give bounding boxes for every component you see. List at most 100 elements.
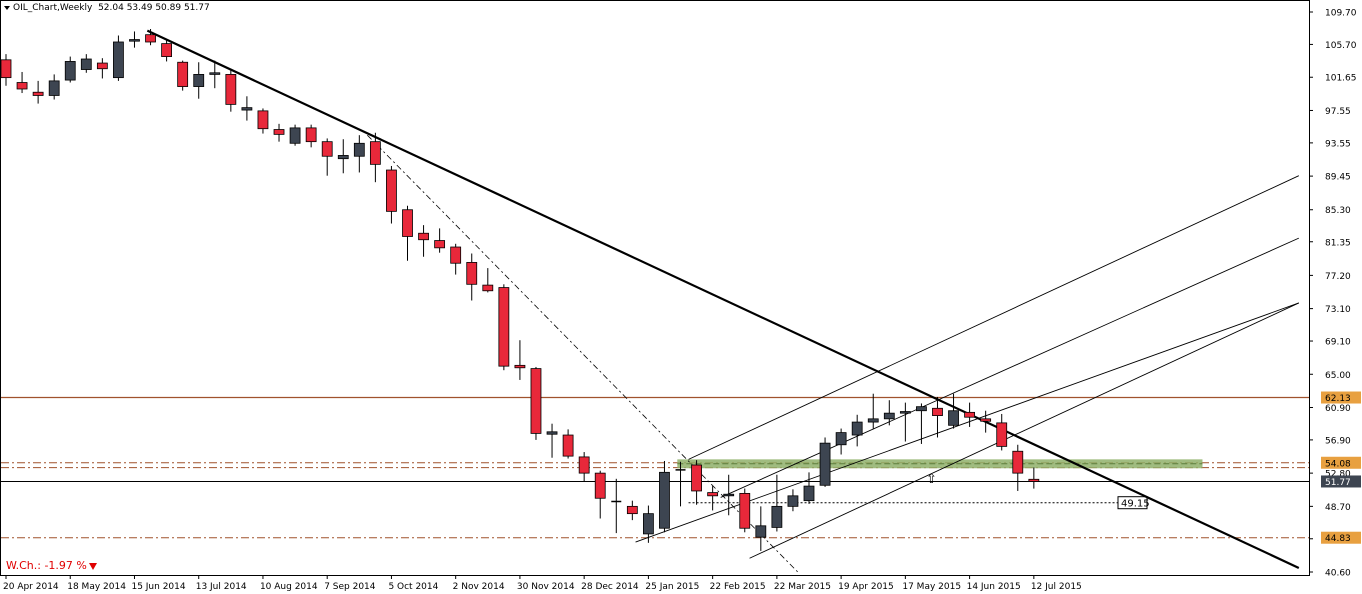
candle-bull xyxy=(80,58,92,70)
x-tick-label: 30 Nov 2014 xyxy=(517,582,575,592)
candle-bear xyxy=(96,62,108,70)
y-tick-label: 77.20 xyxy=(1325,272,1351,282)
candle-bear xyxy=(578,456,590,474)
y-tick-label: 101.65 xyxy=(1325,74,1357,84)
candle-bear xyxy=(32,91,44,96)
weekly-change: W.Ch.: -1.97 % xyxy=(6,559,97,572)
candle-bull xyxy=(916,406,927,412)
candle-bear xyxy=(626,505,638,515)
candle-bear xyxy=(177,61,189,87)
candle-bull xyxy=(353,142,365,157)
candle-bull xyxy=(289,127,301,144)
y-tick-label: 97.55 xyxy=(1325,107,1351,117)
x-tick-label: 14 Jun 2015 xyxy=(967,582,1021,592)
y-tick-label: 81.35 xyxy=(1325,238,1351,248)
candle-bear xyxy=(594,472,606,499)
candle-bull xyxy=(48,80,60,96)
candle-bear xyxy=(932,407,943,416)
candle-bull xyxy=(241,107,253,111)
candle-bull xyxy=(948,410,959,426)
candle-bear xyxy=(145,34,156,43)
candle-bull xyxy=(771,505,783,528)
markers: ⇧ xyxy=(926,472,937,487)
candle-bull xyxy=(64,61,76,81)
y-tick-label: 48.70 xyxy=(1325,503,1351,513)
candle-bull xyxy=(899,411,911,414)
annotation-box xyxy=(1117,496,1148,510)
x-tick-label: 22 Feb 2015 xyxy=(710,582,766,592)
y-tick-label: 52.80 xyxy=(1325,470,1351,480)
candle-bull xyxy=(659,471,670,529)
x-tick-label: 17 May 2015 xyxy=(902,582,961,592)
price-tag-label: 62.13 xyxy=(1325,394,1351,404)
candle-bull xyxy=(755,525,767,538)
price-tag-label: 44.83 xyxy=(1325,534,1351,544)
candle-bull xyxy=(851,421,863,436)
candle-bear xyxy=(225,74,237,105)
candle-bear xyxy=(514,364,526,369)
candle-bull xyxy=(819,442,831,486)
chart-title-bar[interactable]: OIL_Chart,Weekly 52.04 53.49 50.89 51.77 xyxy=(4,3,210,13)
price-tag xyxy=(1321,456,1361,469)
candle-bear xyxy=(305,127,317,143)
trendline xyxy=(367,134,799,573)
y-tick-label: 93.55 xyxy=(1325,139,1351,149)
candle-bull xyxy=(209,72,221,75)
price-tag xyxy=(1321,475,1361,488)
y-tick-label: 73.10 xyxy=(1325,305,1351,315)
candle-bull xyxy=(787,495,799,507)
x-tick-label: 10 Aug 2014 xyxy=(260,582,318,592)
candle-bear xyxy=(1012,450,1024,474)
y-tick-label: 85.30 xyxy=(1325,206,1351,216)
y-tick-label: 40.60 xyxy=(1325,569,1351,579)
candle-bear xyxy=(707,492,719,497)
candle-bear xyxy=(16,82,28,90)
candle-bear xyxy=(386,169,397,212)
candle-bear xyxy=(964,411,975,418)
candle-bull xyxy=(546,431,558,435)
x-tick-label: 28 Dec 2014 xyxy=(581,582,639,592)
x-tick-label: 22 Mar 2015 xyxy=(774,582,831,592)
candle-bear xyxy=(273,129,285,135)
candle-bear xyxy=(482,284,494,292)
trendline xyxy=(146,29,1300,569)
candle-bear xyxy=(369,141,381,165)
trendline xyxy=(749,302,1300,559)
candle-bear xyxy=(402,209,413,237)
y-axis: 109.70 105.70 101.65 97.55 93.55 89.45 85.30 81… xyxy=(1309,9,1361,579)
green-zone xyxy=(677,459,1203,469)
candle-bull xyxy=(835,432,847,446)
candle-bear xyxy=(980,418,992,422)
candle-bear xyxy=(1028,478,1040,482)
candle-bear xyxy=(418,232,429,241)
candle-bull xyxy=(867,418,879,423)
x-tick-label: 18 May 2014 xyxy=(67,582,126,592)
x-tick-label: 19 Apr 2015 xyxy=(838,582,894,592)
candle-bear xyxy=(739,492,751,529)
candle-bear xyxy=(434,240,446,249)
candle-bear xyxy=(0,59,12,79)
trendline xyxy=(720,237,1300,498)
candle-bear xyxy=(161,43,173,57)
candle-bull xyxy=(723,493,735,497)
candle-bull xyxy=(113,41,124,79)
weekly-change-label: W.Ch.: -1.97 % xyxy=(6,559,87,572)
candlesticks xyxy=(0,29,1040,551)
candle-bear xyxy=(450,246,462,264)
symbol-label: OIL_Chart,Weekly xyxy=(13,3,93,13)
candle-bear xyxy=(466,262,478,285)
x-tick-label: 25 Jan 2015 xyxy=(645,582,699,592)
x-tick-label: 5 Oct 2014 xyxy=(388,582,438,592)
y-tick-label: 69.10 xyxy=(1325,338,1351,348)
candle-bull xyxy=(337,155,349,160)
dropdown-arrow-icon[interactable] xyxy=(4,5,10,10)
y-tick-label: 105.70 xyxy=(1325,41,1357,51)
y-tick-label: 109.70 xyxy=(1325,9,1357,19)
up-arrow-icon: ⇧ xyxy=(926,472,937,487)
candle-bear xyxy=(321,141,333,157)
y-tick-label: 65.00 xyxy=(1325,371,1351,381)
trendline xyxy=(688,175,1300,460)
annotation-label: 49.15 xyxy=(1121,499,1150,510)
